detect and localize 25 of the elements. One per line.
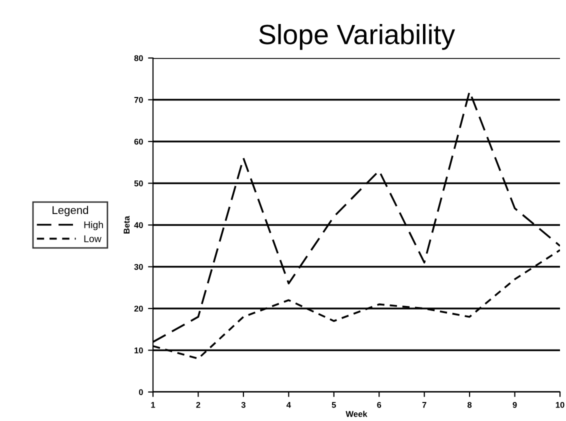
- x-tick-label: 5: [332, 402, 336, 408]
- x-tick-label: 1: [151, 402, 156, 408]
- x-tick-label: 4: [286, 402, 291, 408]
- legend-label: High: [84, 221, 103, 230]
- y-tick-label: 20: [134, 306, 143, 312]
- legend-label: Low: [84, 235, 102, 242]
- x-tick-label: 3: [241, 402, 246, 408]
- y-tick-label: 60: [134, 138, 143, 145]
- x-tick-label: 8: [468, 402, 472, 408]
- legend-title: Legend: [52, 206, 88, 216]
- y-tick-label: 10: [134, 347, 143, 354]
- y-axis-title: Beta: [124, 216, 130, 234]
- x-tick-label: 2: [196, 402, 200, 408]
- x-tick-label: 10: [556, 402, 564, 408]
- y-tick-label: 30: [134, 264, 143, 270]
- x-axis-title: Week: [346, 410, 368, 417]
- x-tick-label: 6: [377, 402, 382, 408]
- x-tick-label: 9: [512, 402, 517, 408]
- y-tick-label: 0: [138, 389, 143, 396]
- x-tick-label: 7: [422, 402, 426, 408]
- chart-title: Slope Variability: [259, 24, 456, 50]
- y-tick-label: 80: [134, 55, 143, 62]
- y-tick-label: 70: [134, 96, 143, 103]
- y-tick-label: 40: [134, 222, 143, 228]
- y-tick-label: 50: [134, 180, 143, 186]
